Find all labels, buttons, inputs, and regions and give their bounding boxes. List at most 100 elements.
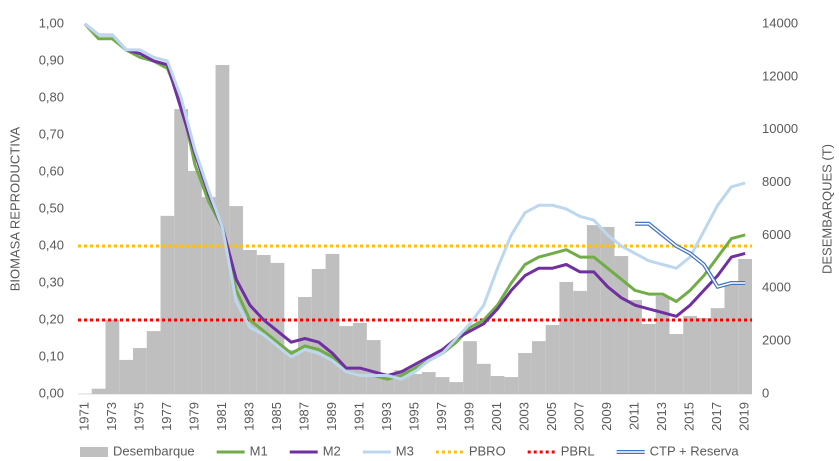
x-tick-label: 2003: [516, 402, 531, 431]
y-tick-label: 0,90: [39, 52, 64, 67]
bar: [463, 341, 477, 394]
x-tick-label: 1975: [131, 402, 146, 431]
line: [83, 22, 746, 381]
bar: [669, 334, 684, 394]
y-tick-label: 0,30: [39, 274, 64, 289]
bar: [724, 283, 739, 394]
x-tick-label: 1993: [379, 402, 394, 431]
y2-tick-label: 10000: [762, 121, 798, 136]
bar: [366, 340, 381, 394]
legend-label: M3: [396, 443, 414, 458]
bar: [421, 372, 436, 394]
y-tick-label: 0,50: [39, 200, 64, 215]
bar: [710, 308, 725, 394]
bar: [449, 382, 464, 394]
y2-tick-label: 12000: [762, 68, 798, 83]
x-tick-label: 2007: [571, 402, 586, 431]
x-tick-label: 1971: [76, 402, 91, 431]
bar: [435, 377, 450, 394]
bar: [325, 253, 340, 394]
legend-label: M2: [323, 443, 341, 458]
x-tick-label: 1985: [269, 402, 284, 431]
bar: [160, 215, 175, 394]
y-tick-label: 0,00: [39, 385, 64, 400]
y-tick-label: 0,60: [39, 163, 64, 178]
y2-tick-label: 8000: [762, 174, 791, 189]
x-tick-label: 1995: [406, 402, 421, 431]
line: [635, 221, 746, 290]
bar: [105, 320, 120, 394]
x-tick-label: 1973: [104, 402, 119, 431]
bar: [641, 323, 656, 394]
x-tick-label: 1979: [186, 402, 201, 431]
legend-label: PBRL: [561, 443, 595, 458]
bar: [518, 353, 532, 394]
x-tick-label: 2015: [682, 402, 697, 431]
bar: [628, 299, 642, 394]
y-tick-label: 0,40: [39, 237, 64, 252]
bar: [284, 350, 299, 394]
line-inner: [635, 223, 746, 288]
x-tick-label: 1977: [159, 402, 174, 431]
bar: [573, 290, 587, 394]
bar: [490, 376, 505, 394]
y2-tick-label: 14000: [762, 15, 798, 30]
legend-label: M1: [250, 443, 268, 458]
bar: [339, 326, 354, 394]
bar: [311, 268, 326, 394]
y2-tick-label: 4000: [762, 280, 791, 295]
legend-label: PBRO: [469, 443, 506, 458]
bar: [188, 170, 202, 394]
x-tick-label: 2013: [654, 402, 669, 431]
bar: [738, 258, 752, 394]
bar: [353, 322, 367, 394]
bar: [146, 331, 161, 394]
bar: [696, 317, 711, 394]
legend-label: Desembarque: [113, 443, 195, 458]
bar: [476, 363, 491, 394]
bar: [600, 226, 615, 394]
bar: [683, 316, 697, 394]
line: [83, 22, 746, 381]
bar: [270, 262, 285, 394]
y2-tick-label: 0: [762, 385, 769, 400]
y-tick-label: 1,00: [39, 15, 64, 30]
bar: [174, 109, 189, 394]
x-tick-label: 1983: [241, 402, 256, 431]
x-tick-label: 2009: [599, 402, 614, 431]
x-tick-label: 2017: [709, 402, 724, 431]
bar: [545, 325, 560, 394]
bar: [559, 281, 574, 394]
y2-tick-label: 6000: [762, 227, 791, 242]
x-tick-label: 1997: [434, 402, 449, 431]
y2-axis-title: DESEMBARQUES (T): [819, 144, 834, 274]
x-tick-label: 1989: [324, 402, 339, 431]
x-tick-label: 2011: [627, 402, 642, 430]
bar: [256, 254, 271, 394]
bar: [586, 225, 601, 394]
bar: [408, 373, 422, 394]
x-tick-label: 2001: [489, 402, 504, 431]
legend-swatch: [80, 447, 108, 457]
x-tick-label: 2005: [544, 402, 559, 431]
x-tick-label: 1987: [296, 402, 311, 431]
legend-label: CTP + Reserva: [650, 443, 740, 458]
y-axis-title: BIOMASA REPRODUCTIVA: [7, 126, 22, 291]
y2-tick-label: 2000: [762, 333, 791, 348]
bar: [614, 256, 629, 394]
y-tick-label: 0,20: [39, 311, 64, 326]
bar: [119, 359, 134, 394]
bar: [91, 388, 106, 394]
x-tick-label: 1999: [461, 402, 476, 431]
x-tick-label: 1981: [214, 402, 229, 431]
x-tick-label: 1991: [351, 402, 366, 431]
bar: [504, 377, 519, 394]
x-tick-label: 2019: [737, 402, 752, 431]
bar: [531, 341, 546, 394]
y-tick-label: 0,70: [39, 126, 64, 141]
bar: [201, 197, 216, 394]
bar: [133, 348, 147, 394]
y-tick-label: 0,10: [39, 348, 64, 363]
bar: [243, 249, 257, 394]
